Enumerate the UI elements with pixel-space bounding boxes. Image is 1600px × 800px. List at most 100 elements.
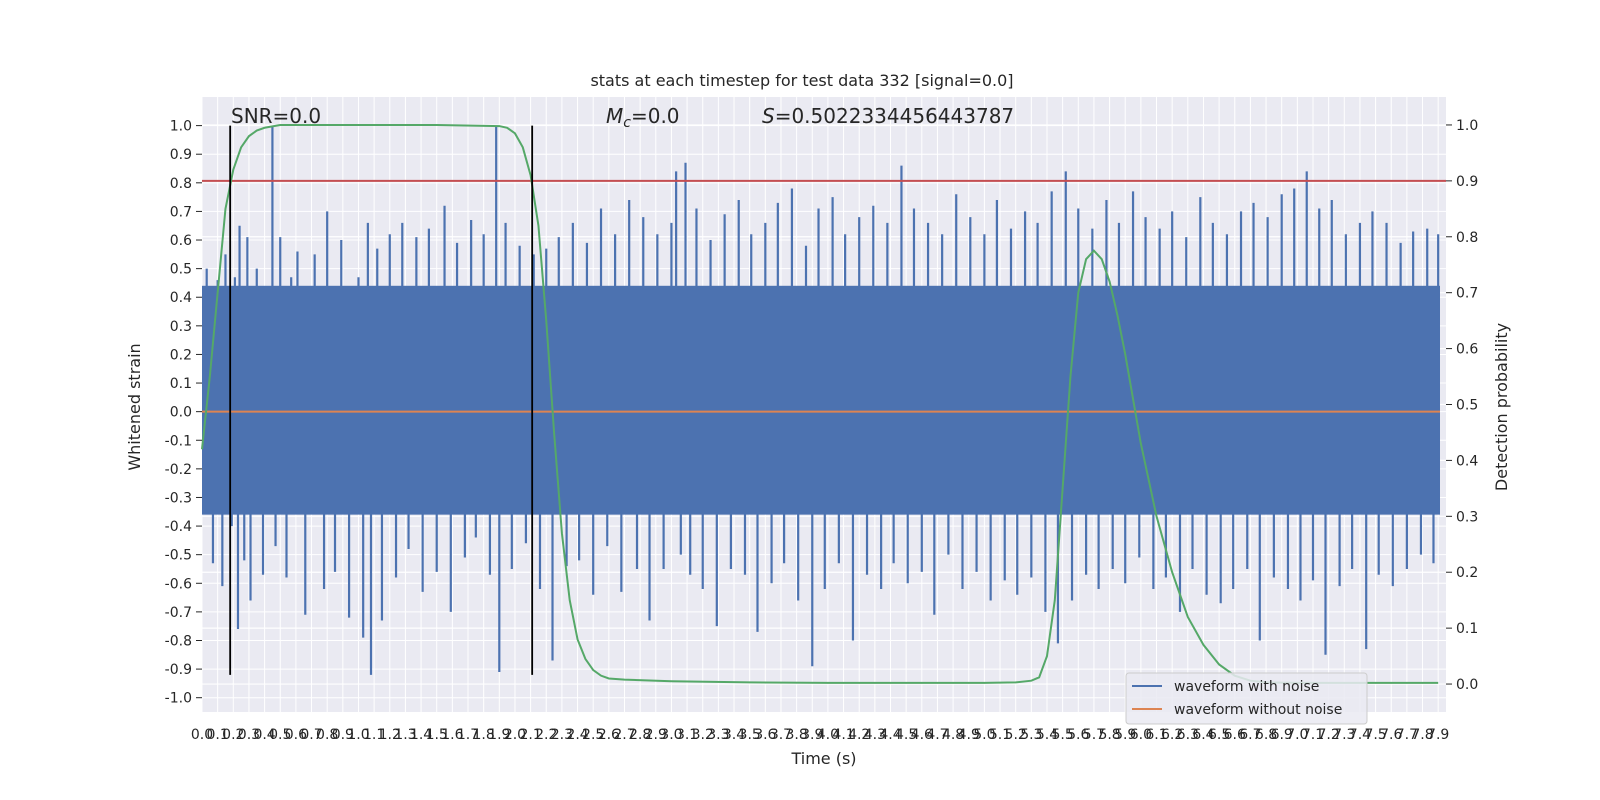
x-tick-label-40: 4.0	[817, 727, 839, 743]
y2-tick-label-7: 0.7	[1456, 286, 1478, 302]
x-tick-label-3: 0.3	[238, 727, 260, 743]
x-tick-label-20: 2.0	[504, 727, 526, 743]
y2-tick-label-0: 0.0	[1456, 677, 1478, 693]
y-axis-label: Whitened strain	[125, 343, 144, 470]
x-tick-label-2: 0.2	[222, 727, 244, 743]
chart-title: stats at each timestep for test data 332…	[590, 71, 1013, 90]
x-tick-label-22: 2.2	[535, 727, 557, 743]
x-tick-label-77: 7.7	[1396, 727, 1418, 743]
x-tick-label-65: 6.5	[1208, 727, 1230, 743]
x-tick-label-62: 6.2	[1161, 727, 1183, 743]
y-tick-label-20: 1.0	[170, 119, 192, 135]
x-tick-label-19: 1.9	[488, 727, 510, 743]
y-tick-label-6: -0.4	[165, 519, 192, 535]
x-tick-label-54: 5.4	[1036, 727, 1058, 743]
x-tick-label-15: 1.5	[426, 727, 448, 743]
x-tick-label-27: 2.7	[613, 727, 635, 743]
y-axis-label-right: Detection probability	[1492, 323, 1511, 491]
y-tick-label-16: 0.6	[170, 233, 192, 249]
x-tick-label-31: 3.1	[676, 727, 698, 743]
x-tick-label-38: 3.8	[785, 727, 807, 743]
x-tick-label-7: 0.7	[300, 727, 322, 743]
x-tick-label-17: 1.7	[457, 727, 479, 743]
x-tick-label-37: 3.7	[770, 727, 792, 743]
x-tick-label-39: 3.9	[801, 727, 823, 743]
legend-box	[1125, 672, 1368, 725]
x-tick-label-43: 4.3	[864, 727, 886, 743]
y-tick-label-4: -0.6	[165, 576, 192, 592]
x-tick-label-10: 1.0	[347, 727, 369, 743]
y-tick-label-9: -0.1	[165, 433, 192, 449]
y-tick-label-0: -1.0	[165, 691, 192, 707]
y-tick-label-10: 0.0	[170, 405, 192, 421]
detection-probability-line	[201, 123, 1439, 684]
y2-tick-label-3: 0.3	[1456, 509, 1478, 525]
x-tick-label-66: 6.6	[1224, 727, 1246, 743]
y-tick-label-3: -0.7	[165, 605, 192, 621]
x-tick-label-72: 7.2	[1318, 727, 1340, 743]
x-tick-label-9: 0.9	[332, 727, 354, 743]
x-tick-label-5: 0.5	[269, 727, 291, 743]
mc-annotation: Mc=0.0	[606, 104, 680, 131]
x-tick-label-78: 7.8	[1411, 727, 1433, 743]
x-tick-label-16: 1.6	[441, 727, 463, 743]
x-tick-label-0: 0.0	[191, 727, 213, 743]
x-tick-label-55: 5.5	[1051, 727, 1073, 743]
x-tick-label-44: 4.4	[879, 727, 901, 743]
s-symbol: S	[762, 104, 775, 128]
x-tick-label-35: 3.5	[739, 727, 761, 743]
x-tick-label-64: 6.4	[1192, 727, 1214, 743]
mc-symbol: M	[606, 104, 623, 128]
x-tick-label-1: 0.1	[207, 727, 229, 743]
x-axis-label: Time (s)	[790, 749, 856, 768]
y-tick-label-14: 0.4	[170, 290, 192, 306]
mc-subscript: c	[623, 115, 631, 131]
x-tick-label-70: 7.0	[1286, 727, 1308, 743]
y2-tick-label-2: 0.2	[1456, 565, 1478, 581]
x-tick-label-63: 6.3	[1177, 727, 1199, 743]
x-tick-label-59: 5.9	[1114, 727, 1136, 743]
x-tick-label-8: 0.8	[316, 727, 338, 743]
x-tick-label-34: 3.4	[723, 727, 745, 743]
x-tick-label-79: 7.9	[1427, 727, 1449, 743]
x-tick-label-23: 2.3	[551, 727, 573, 743]
y-tick-label-17: 0.7	[170, 204, 192, 220]
y2-tick-label-5: 0.5	[1456, 398, 1478, 414]
y2-tick-label-9: 0.9	[1456, 174, 1478, 190]
y-tick-label-2: -0.8	[165, 633, 192, 649]
x-tick-label-18: 1.8	[473, 727, 495, 743]
x-tick-label-26: 2.6	[598, 727, 620, 743]
x-tick-label-13: 1.3	[394, 727, 416, 743]
y-tick-label-5: -0.5	[165, 548, 192, 564]
x-tick-label-12: 1.2	[379, 727, 401, 743]
x-tick-label-51: 5.1	[989, 727, 1011, 743]
x-tick-label-25: 2.5	[582, 727, 604, 743]
x-tick-label-14: 1.4	[410, 727, 432, 743]
legend-label-noise: waveform with noise	[1174, 679, 1319, 695]
y2-tick-label-8: 0.8	[1456, 230, 1478, 246]
y-tick-label-19: 0.9	[170, 147, 192, 163]
x-tick-label-49: 4.9	[958, 727, 980, 743]
y-tick-label-15: 0.5	[170, 262, 192, 278]
y-tick-label-7: -0.3	[165, 490, 192, 506]
x-tick-label-52: 5.2	[1005, 727, 1027, 743]
x-tick-label-60: 6.0	[1130, 727, 1152, 743]
y-tick-label-1: -0.9	[165, 662, 192, 678]
s-annotation: S=0.5022334456443787	[762, 104, 1014, 128]
y-tick-label-11: 0.1	[170, 376, 192, 392]
x-tick-label-42: 4.2	[848, 727, 870, 743]
x-tick-label-6: 0.6	[285, 727, 307, 743]
y2-tick-label-4: 0.4	[1456, 453, 1478, 469]
x-tick-label-46: 4.6	[911, 727, 933, 743]
x-tick-label-73: 7.3	[1333, 727, 1355, 743]
x-tick-label-11: 1.1	[363, 727, 385, 743]
x-tick-label-58: 5.8	[1098, 727, 1120, 743]
x-tick-label-36: 3.6	[754, 727, 776, 743]
x-tick-label-41: 4.1	[832, 727, 854, 743]
x-tick-label-4: 0.4	[253, 727, 275, 743]
x-tick-label-67: 6.7	[1239, 727, 1261, 743]
x-tick-label-56: 5.6	[1067, 727, 1089, 743]
x-tick-label-29: 2.9	[645, 727, 667, 743]
y-tick-label-13: 0.3	[170, 319, 192, 335]
